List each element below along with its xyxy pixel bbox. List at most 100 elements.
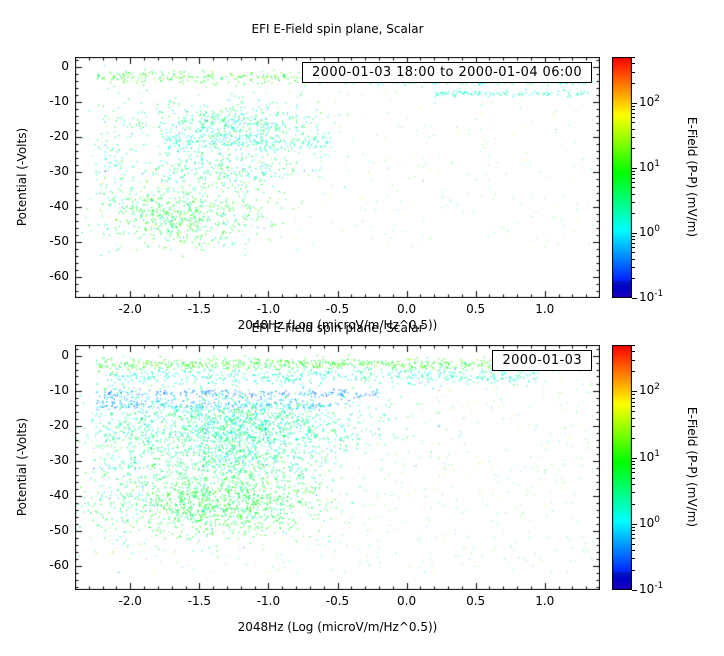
y-tick-label: -60 <box>49 557 69 572</box>
chart1-colorbar <box>612 57 632 298</box>
colorbar-minor-tick <box>632 438 635 439</box>
chart2-colorbar-canvas <box>612 345 632 590</box>
x-tick-label: -0.5 <box>325 594 350 608</box>
colorbar-tick-label: 102 <box>639 94 661 109</box>
colorbar-minor-tick <box>632 468 635 469</box>
colorbar-tick-label: 101 <box>639 449 661 464</box>
colorbar-tick-label: 10-1 <box>639 289 664 304</box>
colorbar-minor-tick <box>632 394 635 395</box>
chart2-legend: 2000-01-03 <box>492 350 592 371</box>
colorbar-minor-tick <box>632 464 635 465</box>
colorbar-minor-tick <box>632 106 635 107</box>
colorbar-minor-tick <box>632 259 635 260</box>
colorbar-major-tick <box>632 103 637 104</box>
colorbar-minor-tick <box>632 402 635 403</box>
x-tick-label: 0.0 <box>397 302 417 316</box>
y-tick-label: 0 <box>61 59 69 74</box>
colorbar-minor-tick <box>632 267 635 268</box>
chart2-colorbar-label: E-Field (P-P) (mV/m) <box>685 406 699 528</box>
chart1-colorbar-label: E-Field (P-P) (mV/m) <box>685 116 699 238</box>
colorbar-minor-tick <box>632 550 635 551</box>
colorbar-tick-label: 100 <box>639 224 661 239</box>
colorbar-minor-tick <box>632 213 635 214</box>
colorbar-minor-tick <box>632 187 635 188</box>
y-tick-label: -60 <box>49 269 69 284</box>
x-tick-label: 0.5 <box>466 302 486 316</box>
colorbar-minor-tick <box>632 148 635 149</box>
colorbar-tick-label: 102 <box>639 382 661 397</box>
colorbar-minor-tick <box>632 178 635 179</box>
chart2-legend-text: 2000-01-03 <box>502 353 582 368</box>
x-tick-label: -1.5 <box>187 594 212 608</box>
colorbar-major-tick <box>632 590 637 591</box>
colorbar-minor-tick <box>632 113 635 114</box>
x-tick-label: -2.0 <box>118 302 142 316</box>
chart1-legend-text: 2000-01-03 18:00 to 2000-01-04 06:00 <box>311 65 582 80</box>
colorbar-minor-tick <box>632 109 635 110</box>
colorbar-tick-label: 10-1 <box>639 581 664 596</box>
chart1-colorbar-canvas <box>612 57 632 298</box>
chart1-title: EFI E-Field spin plane, Scalar <box>251 22 424 36</box>
colorbar-minor-tick <box>632 351 635 352</box>
colorbar-major-tick <box>632 524 637 525</box>
colorbar-minor-tick <box>632 278 635 279</box>
colorbar-minor-tick <box>632 398 635 399</box>
colorbar-minor-tick <box>632 117 635 118</box>
colorbar-minor-tick <box>632 411 635 412</box>
y-tick-label: -40 <box>49 199 69 214</box>
y-tick-label: -40 <box>49 487 69 502</box>
chart2-scatter-canvas <box>75 345 600 590</box>
colorbar-minor-tick <box>632 461 635 462</box>
colorbar-minor-tick <box>632 544 635 545</box>
y-tick-label: -20 <box>49 129 69 144</box>
colorbar-minor-tick <box>632 492 635 493</box>
colorbar-minor-tick <box>632 63 635 64</box>
colorbar-minor-tick <box>632 530 635 531</box>
colorbar-minor-tick <box>632 371 635 372</box>
colorbar-minor-tick <box>632 202 635 203</box>
y-tick-label: 0 <box>61 347 69 362</box>
colorbar-minor-tick <box>632 252 635 253</box>
colorbar-minor-tick <box>632 472 635 473</box>
colorbar-minor-tick <box>632 478 635 479</box>
y-tick-label: -10 <box>49 94 69 109</box>
y-tick-label: -50 <box>49 522 69 537</box>
y-tick-label: -20 <box>49 417 69 432</box>
colorbar-major-tick <box>632 168 637 169</box>
y-tick-label: -10 <box>49 382 69 397</box>
x-tick-label: -1.0 <box>256 302 281 316</box>
colorbar-minor-tick <box>632 171 635 172</box>
chart2-plot-area <box>75 345 600 590</box>
colorbar-minor-tick <box>632 504 635 505</box>
colorbar-minor-tick <box>632 345 635 346</box>
colorbar-major-tick <box>632 458 637 459</box>
colorbar-minor-tick <box>632 558 635 559</box>
chart2-title: EFI E-Field spin plane, Scalar <box>251 321 424 335</box>
colorbar-minor-tick <box>632 137 635 138</box>
colorbar-minor-tick <box>632 129 635 130</box>
colorbar-minor-tick <box>632 72 635 73</box>
colorbar-minor-tick <box>632 194 635 195</box>
colorbar-minor-tick <box>632 570 635 571</box>
y-tick-label: -30 <box>49 452 69 467</box>
chart1-xlabel: 2048Hz (Log (microV/m/Hz^0.5)) <box>237 318 438 332</box>
chart1-plot-area <box>75 57 600 298</box>
x-tick-label: 1.0 <box>535 302 555 316</box>
colorbar-minor-tick <box>632 83 635 84</box>
y-tick-label: -50 <box>49 234 69 249</box>
colorbar-minor-tick <box>632 527 635 528</box>
colorbar-minor-tick <box>632 57 635 58</box>
colorbar-minor-tick <box>632 243 635 244</box>
colorbar-minor-tick <box>632 174 635 175</box>
colorbar-minor-tick <box>632 534 635 535</box>
chart2-colorbar <box>612 345 632 590</box>
colorbar-minor-tick <box>632 426 635 427</box>
colorbar-minor-tick <box>632 236 635 237</box>
x-tick-label: 0.5 <box>466 594 486 608</box>
x-tick-label: 1.0 <box>535 594 555 608</box>
x-tick-label: -1.5 <box>187 302 212 316</box>
colorbar-major-tick <box>632 391 637 392</box>
colorbar-minor-tick <box>632 239 635 240</box>
colorbar-tick-label: 101 <box>639 159 661 174</box>
colorbar-major-tick <box>632 233 637 234</box>
